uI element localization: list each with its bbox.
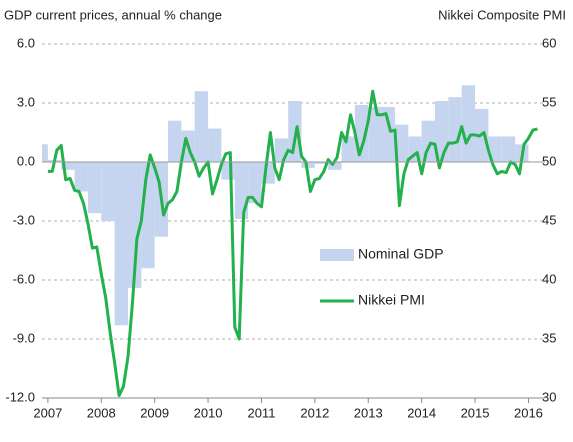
y-axis-title: GDP current prices, annual % change [4,7,222,22]
bar [461,85,476,162]
y2-axis-title: Nikkei Composite PMI [438,7,566,22]
y-tick-label: -6.0 [13,271,35,286]
bar [61,162,75,170]
legend: Nominal GDP Nikkei PMI [320,246,444,308]
bar [341,136,355,162]
y-tick-label: -12.0 [5,389,35,404]
axes: -12.0 -9.0 -6.0 -3.0 0.0 3.0 6.0 30 35 40 45 50 55 60… [5,35,556,420]
bar [194,91,209,162]
x-tick-label: 2012 [300,405,329,420]
y-tick-label: 6.0 [17,35,35,50]
bar-layer [42,85,529,326]
y2-tick-label: 35 [542,330,556,345]
y-tick-label: 0.0 [17,153,35,168]
bar [234,162,249,220]
x-tick-label: 2007 [33,405,62,420]
bar [368,106,382,162]
y2-tick-label: 55 [542,94,556,109]
x-tick-label: 2013 [354,405,383,420]
x-tick-label: 2010 [194,405,223,420]
bar [221,162,235,180]
y2-tick-label: 45 [542,212,556,227]
legend-swatch [320,249,354,261]
bar [248,162,262,204]
bar [421,120,436,162]
bar [381,106,395,162]
y2-tick-label: 40 [542,271,556,286]
bar [114,162,128,326]
x-tick-label: 2014 [407,405,436,420]
y-tick-label: 3.0 [17,94,35,109]
y2-tick-label: 60 [542,35,556,50]
bar [168,120,182,162]
bar [127,162,142,288]
bar [274,138,289,162]
y2-tick-label: 30 [542,389,556,404]
bar [42,144,48,162]
x-tick-label: 2008 [87,405,116,420]
bar [448,97,462,162]
x-tick-label: 2009 [140,405,169,420]
y-tick-label: -9.0 [13,330,35,345]
x-tick-label: 2016 [514,405,543,420]
x-tick-label: 2011 [247,405,275,420]
bar [87,162,102,214]
legend-label: Nikkei PMI [358,292,425,308]
y-tick-label: -3.0 [13,212,35,227]
x-tick-label: 2015 [461,405,490,420]
bar [101,162,115,221]
bar [501,136,516,162]
bar [488,136,502,162]
bar [74,162,88,192]
line-layer [47,89,538,398]
line [47,89,538,398]
bar [301,162,315,168]
bar [328,162,342,170]
bar [314,162,329,164]
bar [394,124,409,162]
bar [208,128,222,162]
y2-tick-label: 50 [542,153,556,168]
legend-label: Nominal GDP [358,246,444,262]
